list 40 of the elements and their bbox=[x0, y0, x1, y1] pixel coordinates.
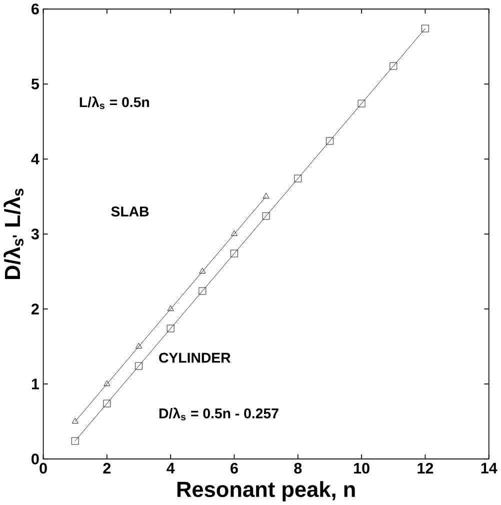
annotation: SLAB bbox=[111, 206, 149, 217]
point bbox=[198, 287, 206, 295]
x-tick-label: 12 bbox=[418, 462, 434, 474]
point bbox=[262, 212, 270, 220]
point bbox=[167, 305, 174, 311]
annotation: L/λ$_{s}$ = 0.5n bbox=[80, 96, 149, 110]
annotation: CYLINDER bbox=[159, 352, 231, 363]
y-tick-label: 4 bbox=[31, 154, 40, 164]
point bbox=[103, 400, 111, 408]
point bbox=[135, 362, 142, 370]
x-tick-label: 0 bbox=[40, 462, 47, 474]
point bbox=[230, 250, 238, 258]
x-tick-label: 14 bbox=[481, 462, 498, 474]
point bbox=[72, 418, 78, 424]
x-tick-label: 6 bbox=[230, 462, 238, 474]
point bbox=[166, 324, 174, 332]
point bbox=[71, 437, 79, 445]
y-tick-label: 3 bbox=[31, 228, 39, 240]
y-tick-label: 0 bbox=[32, 454, 39, 464]
point bbox=[326, 137, 334, 145]
y-tick-label: 6 bbox=[32, 4, 39, 14]
point bbox=[390, 62, 398, 70]
x-axis-title: Resonant peak, n bbox=[177, 481, 355, 502]
point bbox=[358, 100, 366, 108]
x-tick-label: 4 bbox=[166, 462, 175, 474]
x-tick-label: 8 bbox=[294, 462, 302, 474]
point bbox=[104, 380, 110, 386]
point bbox=[136, 342, 142, 348]
y-tick-label: 2 bbox=[32, 304, 39, 314]
point bbox=[422, 24, 429, 32]
x-tick-label: 2 bbox=[103, 462, 111, 474]
point bbox=[199, 268, 206, 274]
point bbox=[262, 192, 270, 198]
point bbox=[231, 230, 238, 236]
point bbox=[294, 174, 302, 182]
x-tick-label: 10 bbox=[354, 462, 370, 474]
y-tick-label: 5 bbox=[31, 78, 40, 90]
y-axis-title: D/λ$_{s'}$ L/λ$_{s}$ bbox=[4, 188, 24, 280]
annotation: D/λ$_{s}$ = 0.5n - 0.257 bbox=[159, 408, 278, 420]
y-tick-label: 1 bbox=[32, 378, 40, 390]
